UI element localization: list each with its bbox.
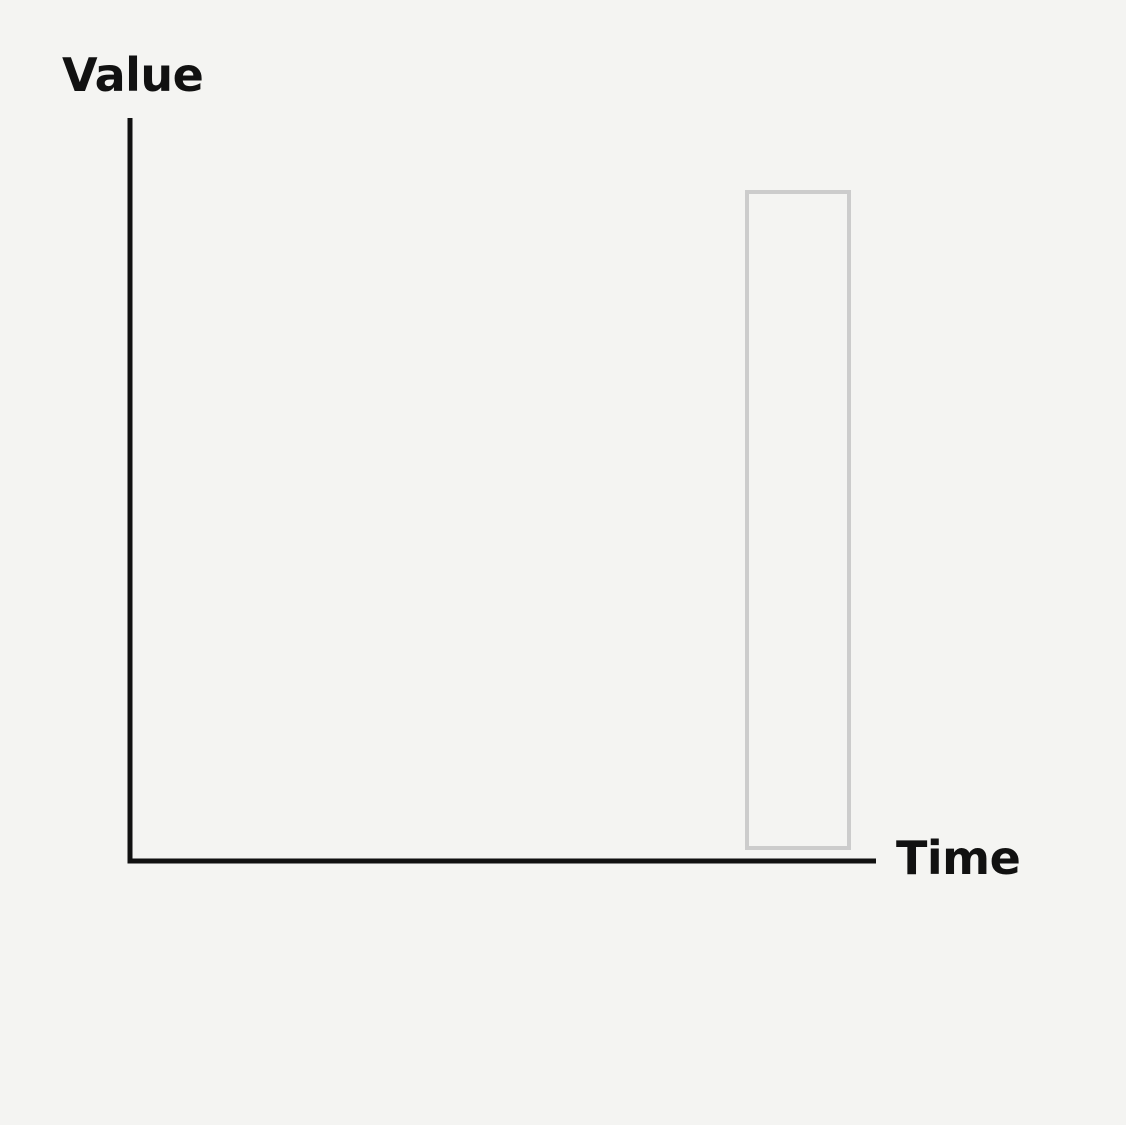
y-axis-label: Value <box>62 48 204 102</box>
x-axis-label: Time <box>896 831 1021 885</box>
highlight-box <box>745 190 851 850</box>
